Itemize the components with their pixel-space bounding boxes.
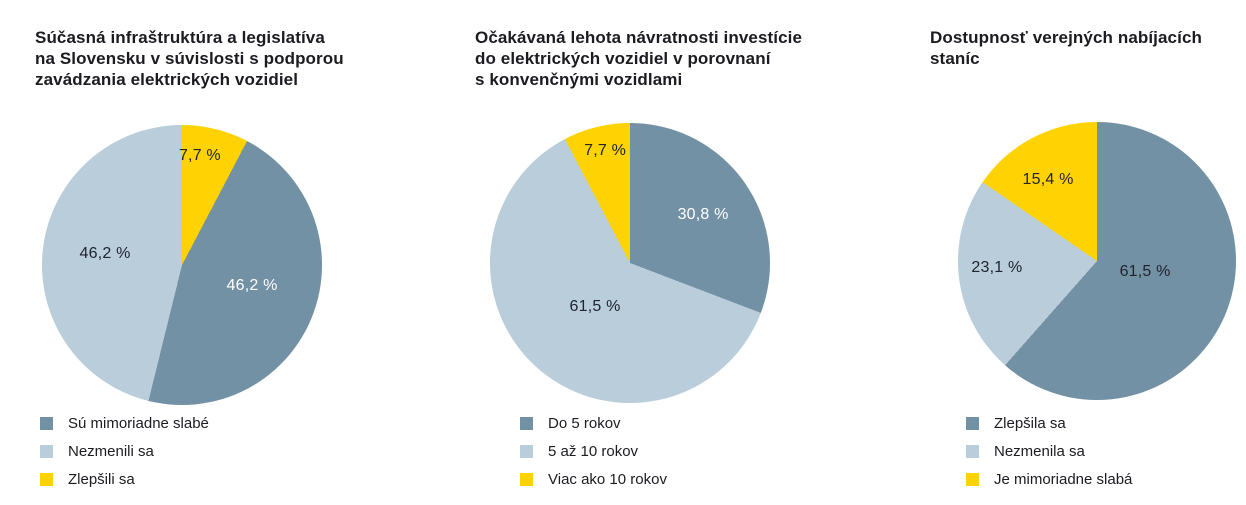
legend-item: Je mimoriadne slabá: [966, 465, 1132, 493]
slice-label: 61,5 %: [1119, 263, 1171, 281]
legend-item: Nezmenila sa: [966, 437, 1132, 465]
pie-payback-period: 7,7 % 30,8 % 61,5 %: [490, 123, 770, 403]
legend-item: Sú mimoriadne slabé: [40, 409, 209, 437]
legend-label: Viac ako 10 rokov: [548, 470, 667, 488]
legend-label: Sú mimoriadne slabé: [68, 414, 209, 432]
pie-infrastructure: 7,7 % 46,2 % 46,2 %: [42, 125, 322, 405]
chart-title: Súčasná infraštruktúra a legislatíva na …: [35, 28, 344, 89]
legend-item: Viac ako 10 rokov: [520, 465, 667, 493]
legend-label: Zlepšila sa: [994, 414, 1066, 432]
legend-swatch-icon: [520, 416, 533, 430]
legend-item: Zlepšili sa: [40, 465, 209, 493]
legend-swatch-icon: [966, 416, 979, 430]
legend: Zlepšila sa Nezmenila sa Je mimoriadne s…: [966, 409, 1132, 493]
slice-label: 61,5 %: [569, 297, 621, 315]
slice-label: 23,1 %: [971, 258, 1023, 276]
legend-item: Zlepšila sa: [966, 409, 1132, 437]
legend-label: Do 5 rokov: [548, 414, 621, 432]
legend: Sú mimoriadne slabé Nezmenili sa Zlepšil…: [40, 409, 209, 493]
legend-swatch-icon: [966, 472, 979, 486]
pie-charging-stations: 15,4 % 23,1 % 61,5 %: [958, 122, 1236, 400]
legend-item: Nezmenili sa: [40, 437, 209, 465]
legend-label: Nezmenili sa: [68, 442, 154, 460]
legend-swatch-icon: [40, 416, 53, 430]
slice-label: 30,8 %: [677, 206, 729, 224]
slice-label: 7,7 %: [584, 142, 627, 159]
legend-label: Nezmenila sa: [994, 442, 1085, 460]
legend-item: Do 5 rokov: [520, 409, 667, 437]
legend-swatch-icon: [40, 444, 53, 458]
legend-label: Je mimoriadne slabá: [994, 470, 1133, 488]
legend-item: 5 až 10 rokov: [520, 437, 667, 465]
legend-swatch-icon: [40, 472, 53, 486]
legend-swatch-icon: [966, 444, 979, 458]
chart-title: Očakávaná lehota návratnosti investície …: [475, 28, 803, 89]
legend-swatch-icon: [520, 444, 533, 458]
slice-label: 7,7 %: [178, 147, 221, 165]
legend-swatch-icon: [520, 472, 533, 486]
slice-label: 46,2 %: [79, 244, 131, 262]
legend-label: Zlepšili sa: [68, 470, 135, 488]
slice-label: 15,4 %: [1022, 171, 1074, 189]
legend-label: 5 až 10 rokov: [548, 442, 639, 460]
legend: Do 5 rokov 5 až 10 rokov Viac ako 10 rok…: [520, 409, 667, 493]
slice-label: 46,2 %: [226, 277, 278, 294]
chart-title: Dostupnosť verejných nabíjacích staníc: [930, 28, 1202, 68]
